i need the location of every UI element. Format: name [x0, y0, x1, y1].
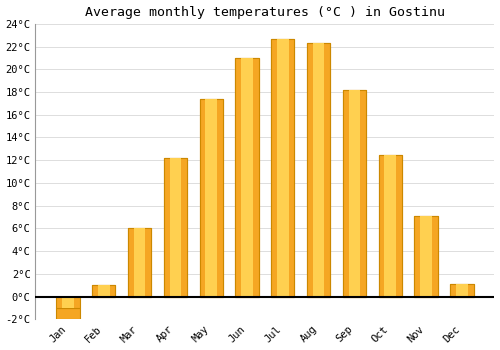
Bar — [56, 296, 80, 308]
Bar — [450, 284, 473, 296]
Bar — [343, 90, 366, 296]
Title: Average monthly temperatures (°C ) in Gostinu: Average monthly temperatures (°C ) in Go… — [85, 6, 445, 19]
Bar — [92, 285, 116, 296]
Bar — [241, 58, 253, 296]
Bar — [62, 296, 74, 308]
Bar — [200, 99, 223, 296]
Bar — [128, 228, 151, 296]
Bar — [128, 228, 151, 296]
Bar — [271, 38, 294, 296]
Bar — [313, 43, 324, 296]
Bar — [414, 216, 438, 296]
Bar — [236, 58, 258, 296]
Bar — [164, 158, 187, 296]
Bar — [206, 99, 217, 296]
Bar — [164, 158, 187, 296]
Bar — [456, 284, 468, 296]
Bar — [236, 58, 258, 296]
Bar — [384, 155, 396, 296]
Bar — [170, 158, 181, 296]
Bar — [420, 216, 432, 296]
Bar — [200, 99, 223, 296]
Bar — [343, 90, 366, 296]
Bar — [271, 38, 294, 296]
Bar — [450, 284, 473, 296]
Bar — [98, 285, 110, 296]
Bar — [56, 308, 80, 319]
Bar — [414, 216, 438, 296]
Bar — [307, 43, 330, 296]
Bar — [277, 38, 288, 296]
Bar — [378, 155, 402, 296]
Bar — [134, 228, 145, 296]
Bar — [378, 155, 402, 296]
Bar — [348, 90, 360, 296]
Bar — [307, 43, 330, 296]
Bar — [92, 285, 116, 296]
